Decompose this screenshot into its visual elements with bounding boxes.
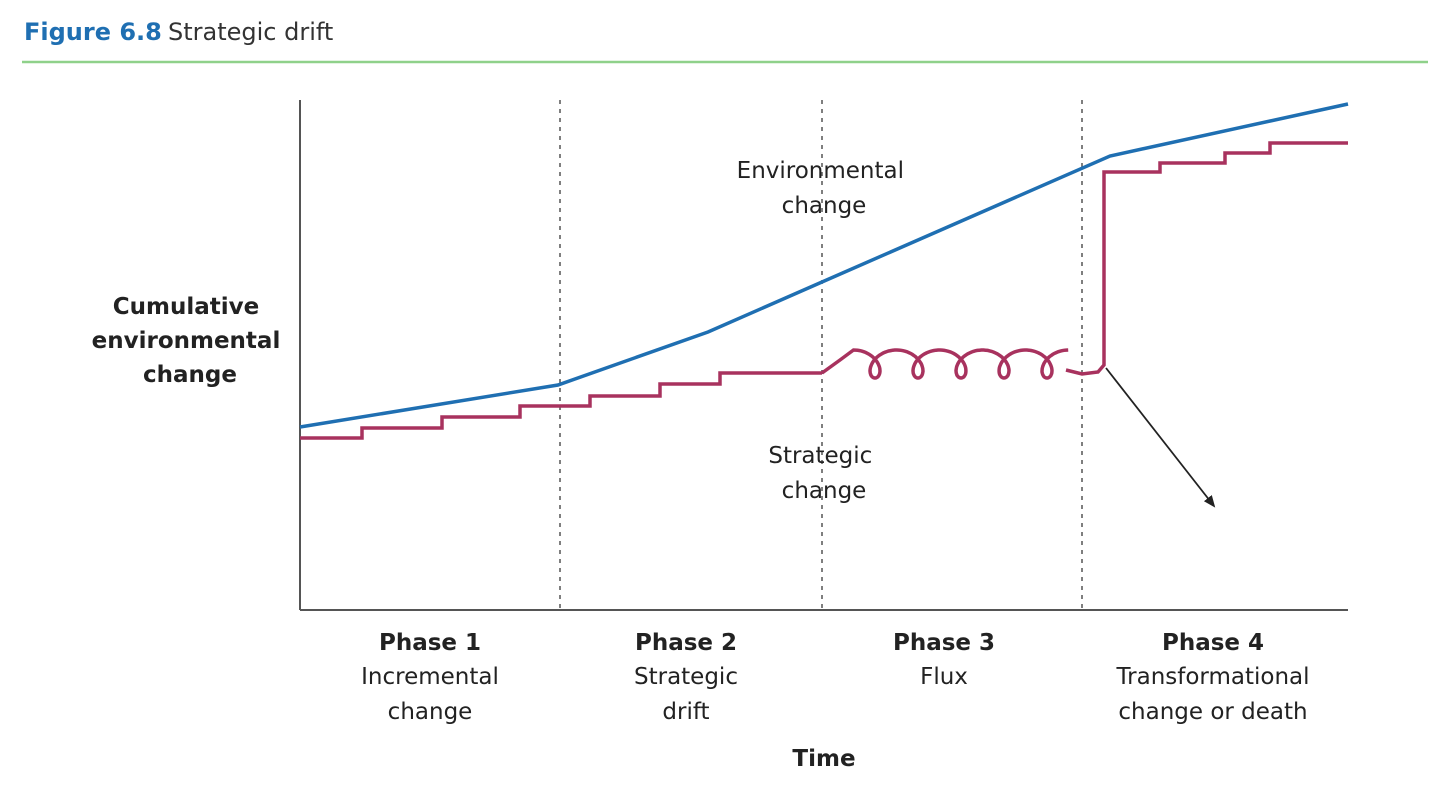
label-line: change	[782, 478, 867, 504]
phase-dividers	[559, 100, 1083, 610]
phase-title: Phase 3	[893, 630, 995, 656]
y-axis-label: Cumulative environmental change	[92, 294, 289, 388]
label-line: Strategic	[768, 443, 872, 469]
strategic-label: Strategic change	[768, 443, 879, 504]
strategic-flux-loops	[820, 348, 1069, 380]
phase-description: change or death	[1118, 699, 1307, 725]
environmental-change-line	[299, 102, 1349, 429]
phase-description: Flux	[920, 664, 968, 690]
label-line: Environmental	[737, 158, 904, 184]
phase-description: change	[388, 699, 473, 725]
phase-title: Phase 2	[635, 630, 737, 656]
y-axis-label-line: Cumulative	[113, 294, 259, 320]
phase-description: drift	[662, 699, 709, 725]
x-axis-label: Time	[792, 746, 855, 772]
phase-description: Transformational	[1115, 664, 1309, 690]
phase-title: Phase 4	[1162, 630, 1264, 656]
figure-title: Strategic drift	[168, 18, 333, 46]
y-axis-label-line: change	[143, 362, 237, 388]
phase-description: Strategic	[634, 664, 738, 690]
phase-title: Phase 1	[379, 630, 481, 656]
death-arrow	[1105, 367, 1216, 508]
figure-label: Figure 6.8	[24, 18, 162, 46]
strategic-change-steps	[300, 371, 822, 440]
phase-description: Incremental	[361, 664, 499, 690]
strategic-transformation-steps	[1065, 141, 1348, 376]
y-axis-label-line: environmental	[92, 328, 281, 354]
phase-labels: Phase 1 Incremental change Phase 2 Strategic…	[361, 630, 1309, 725]
label-line: change	[782, 193, 867, 219]
environmental-label: Environmental change	[737, 158, 912, 219]
